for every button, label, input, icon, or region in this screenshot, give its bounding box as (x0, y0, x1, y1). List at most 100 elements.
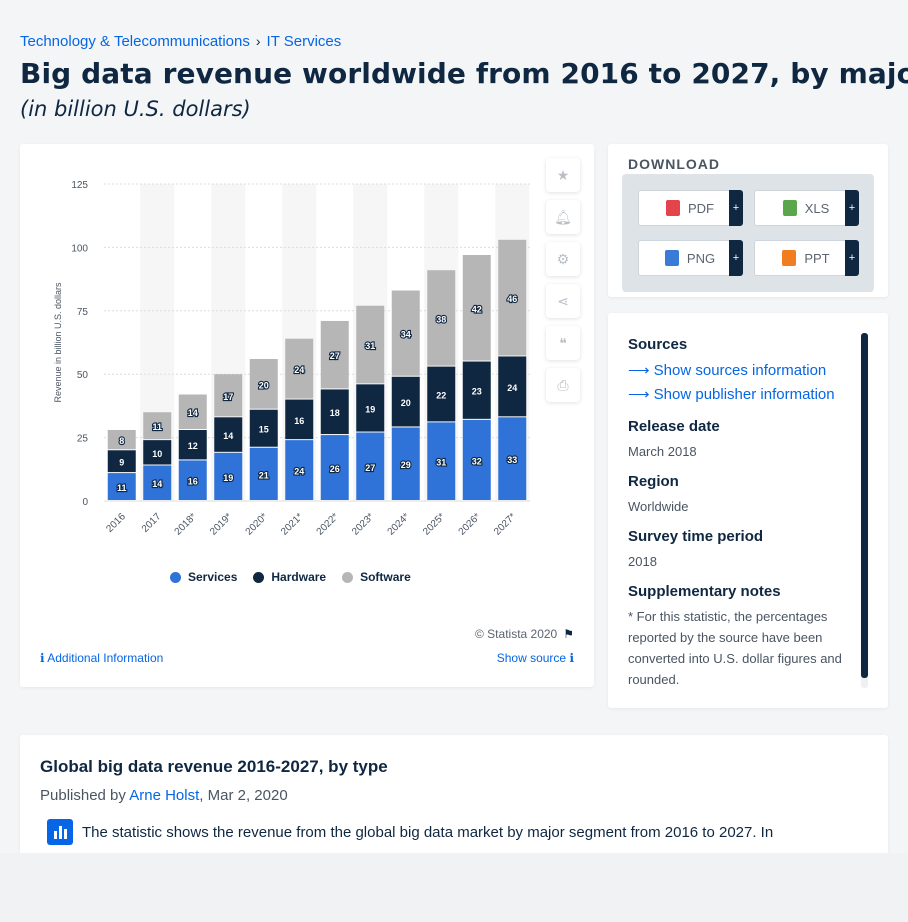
data-label: 38 (436, 314, 446, 324)
arrow-right-icon: ⟶ (628, 362, 654, 379)
star-icon: ★ (556, 166, 570, 183)
settings-button[interactable]: ⚙ (546, 242, 580, 276)
share-button[interactable]: ⋖ (546, 284, 580, 318)
supplementary-notes-heading: Supplementary notes (628, 583, 781, 600)
bar-segment-hardware (178, 429, 207, 460)
link-label: Show sources information (653, 362, 827, 379)
download-xls-button[interactable]: XLS + (754, 190, 859, 226)
data-label: 17 (223, 392, 233, 402)
legend-marker (342, 571, 354, 583)
breadcrumb: Technology & Telecommunications › IT Ser… (20, 33, 341, 50)
additional-info-link[interactable]: ℹ Additional Information (40, 651, 163, 665)
x-tick-label: 2022* (315, 511, 341, 537)
supplementary-notes-section: Supplementary notes * For this statistic… (628, 583, 858, 690)
data-label: 19 (365, 404, 375, 414)
bar-segment-services (320, 435, 349, 500)
show-publisher-link[interactable]: ⟶ Show publisher information (628, 383, 858, 407)
survey-period-section: Survey time period 2018 (628, 528, 858, 572)
data-label: 21 (259, 470, 269, 480)
sources-heading: Sources (628, 336, 688, 353)
data-label: 14 (152, 479, 162, 489)
bar-segment-hardware (143, 440, 172, 465)
bar-segment-services (107, 473, 136, 500)
plus-icon: + (845, 190, 859, 226)
download-ppt-button[interactable]: PPT + (754, 240, 859, 276)
breadcrumb-link-it-services[interactable]: IT Services (266, 33, 342, 50)
scrollbar-thumb[interactable] (861, 333, 868, 678)
bar-chart: 0 25 50 75 100 125 Revenue in billion U.S. dol… (53, 180, 530, 538)
data-label: 20 (259, 380, 269, 390)
download-label: PNG (686, 250, 716, 266)
flag-icon[interactable]: ⚑ (563, 627, 574, 641)
bar-segment-services (356, 432, 385, 500)
legend-item-services[interactable]: Services (170, 570, 237, 584)
data-label: 31 (365, 341, 375, 351)
sources-scrollbar[interactable] (861, 333, 868, 688)
description-title: Global big data revenue 2016-2027, by ty… (40, 757, 388, 776)
data-label: 8 (119, 436, 124, 446)
bar-segment-software (178, 394, 207, 429)
breadcrumb-link-technology[interactable]: Technology & Telecommunications (20, 33, 250, 50)
statistic-chart-icon (47, 819, 73, 845)
bar-segment-hardware (214, 417, 243, 452)
x-tick-label: 2019* (208, 511, 234, 537)
survey-period-value: 2018 (628, 554, 657, 569)
favorite-button[interactable]: ★ (546, 158, 580, 192)
x-tick-label: 2018* (173, 511, 199, 537)
data-label: 16 (188, 477, 198, 487)
y-tick-label: 100 (71, 243, 88, 254)
bar-segment-services (427, 422, 456, 500)
description-text: The statistic shows the revenue from the… (82, 824, 774, 841)
bar-segment-software (356, 305, 385, 384)
bar-segment-services (214, 452, 243, 500)
show-sources-link[interactable]: ⟶ Show sources information (628, 359, 858, 383)
sources-card: Sources ⟶ Show sources information ⟶ Sho… (608, 313, 888, 708)
plus-icon: + (729, 190, 743, 226)
bar-segment-software (143, 412, 172, 440)
chart-card: 0 25 50 75 100 125 Revenue in billion U.S. dol… (20, 144, 594, 687)
legend-item-hardware[interactable]: Hardware (253, 570, 326, 584)
bar-segment-hardware (356, 384, 385, 432)
download-pdf-button[interactable]: PDF + (638, 190, 743, 226)
data-label: 23 (472, 387, 482, 397)
data-label: 42 (472, 304, 482, 314)
download-png-button[interactable]: PNG + (638, 240, 743, 276)
data-label: 32 (472, 456, 482, 466)
download-label: XLS (804, 200, 830, 216)
bar-segment-software (320, 320, 349, 389)
x-tick-label: 2024* (386, 511, 412, 537)
download-label: PPT (804, 250, 830, 266)
bar-segment-services (498, 417, 527, 500)
data-label: 18 (330, 408, 340, 418)
author-link[interactable]: Arne Holst (129, 787, 200, 804)
print-icon: ⎙ (557, 376, 569, 393)
bar-segment-services (462, 419, 491, 500)
x-tick-label: 2023* (350, 511, 376, 537)
data-label: 14 (223, 431, 233, 441)
cite-button[interactable]: ❝ (546, 326, 580, 360)
bar-segment-software (391, 290, 420, 376)
legend-label: Services (188, 570, 238, 584)
show-source-link[interactable]: Show source ℹ (497, 651, 574, 665)
footer-band (0, 853, 908, 922)
legend-item-software[interactable]: Software (342, 570, 411, 584)
data-label: 26 (330, 464, 340, 474)
chart-legend: Services Hardware Software (170, 570, 411, 584)
chart-toolbar: ★ 🔔︎ ⚙ ⋖ ❝ ⎙ (546, 158, 582, 410)
page-subtitle: (in billion U.S. dollars) (20, 97, 251, 121)
survey-period-heading: Survey time period (628, 528, 764, 545)
download-card: DOWNLOAD PDF + XLS + PNG + PPT + (608, 144, 888, 297)
data-label: 14 (188, 408, 198, 418)
print-button[interactable]: ⎙ (546, 368, 580, 402)
data-label: 19 (223, 473, 233, 483)
y-tick-label: 25 (77, 434, 89, 445)
notify-button[interactable]: 🔔︎ (546, 200, 580, 234)
data-label: 31 (436, 458, 446, 468)
bar-segment-software (498, 239, 527, 356)
region-heading: Region (628, 473, 679, 490)
quote-icon: ❝ (559, 334, 567, 351)
breadcrumb-separator: › (255, 33, 261, 49)
plus-icon: + (729, 240, 743, 276)
legend-marker (253, 571, 265, 583)
bar-segment-hardware (285, 399, 314, 440)
